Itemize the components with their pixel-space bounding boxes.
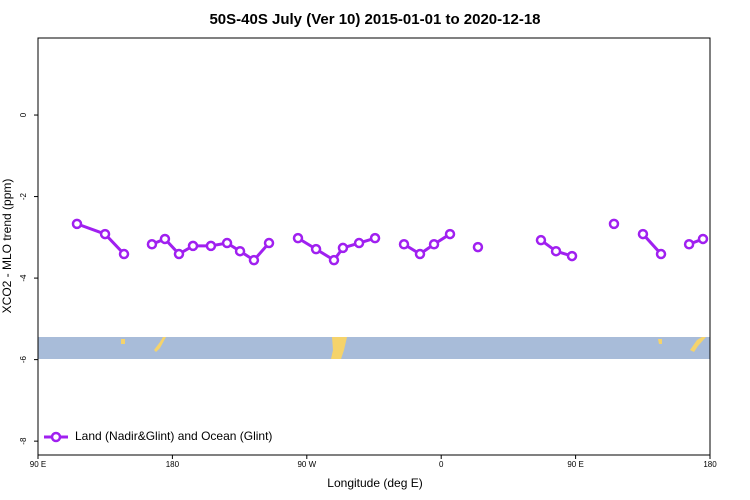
- point: [550, 245, 562, 257]
- ocean-band: [38, 337, 710, 359]
- x-tick-label: 90 W: [297, 460, 316, 469]
- point: [146, 239, 158, 250]
- point: [328, 254, 340, 266]
- point: [337, 242, 349, 254]
- point: [353, 237, 365, 249]
- y-tick-label: -8: [19, 437, 28, 445]
- point: [398, 239, 410, 250]
- point: [234, 245, 246, 257]
- y-tick-label: 0: [19, 112, 28, 117]
- y-tick-label: -2: [19, 192, 28, 200]
- point: [566, 250, 578, 262]
- point: [310, 243, 322, 255]
- y-tick-label: -6: [19, 356, 28, 364]
- point: [173, 248, 185, 260]
- x-tick-label: 180: [703, 460, 717, 469]
- x-tick-label: 180: [166, 460, 180, 469]
- point: [535, 234, 547, 246]
- legend-marker: [50, 431, 62, 443]
- x-axis-label: Longitude (deg E): [327, 476, 422, 490]
- point: [608, 218, 620, 230]
- point: [292, 232, 304, 244]
- chart-title: 50S-40S July (Ver 10) 2015-01-01 to 2020…: [209, 11, 540, 28]
- point: [369, 232, 381, 244]
- point: [683, 239, 695, 250]
- point: [71, 218, 83, 230]
- series-line: [76, 222, 704, 263]
- point: [414, 248, 426, 260]
- point: [472, 241, 484, 253]
- point: [444, 228, 456, 240]
- point: [159, 233, 171, 245]
- x-tick-label: 90 E: [567, 460, 583, 469]
- point: [205, 240, 217, 252]
- x-tick-label: 0: [439, 460, 444, 469]
- plot-frame: [37, 37, 711, 456]
- point: [655, 248, 667, 260]
- point: [263, 237, 275, 249]
- point: [697, 233, 709, 245]
- y-axis-label: XCO2 - MLO trend (ppm): [0, 179, 14, 314]
- x-tick-label: 90 E: [30, 460, 46, 469]
- point: [99, 228, 111, 240]
- point: [428, 239, 440, 250]
- point: [248, 254, 260, 266]
- land-patches: [121, 337, 706, 359]
- legend-label: Land (Nadir&Glint) and Ocean (Glint): [75, 429, 272, 443]
- point: [221, 237, 233, 249]
- point: [187, 240, 199, 252]
- y-tick-label: -4: [19, 274, 28, 282]
- point: [118, 248, 130, 260]
- point: [637, 228, 649, 240]
